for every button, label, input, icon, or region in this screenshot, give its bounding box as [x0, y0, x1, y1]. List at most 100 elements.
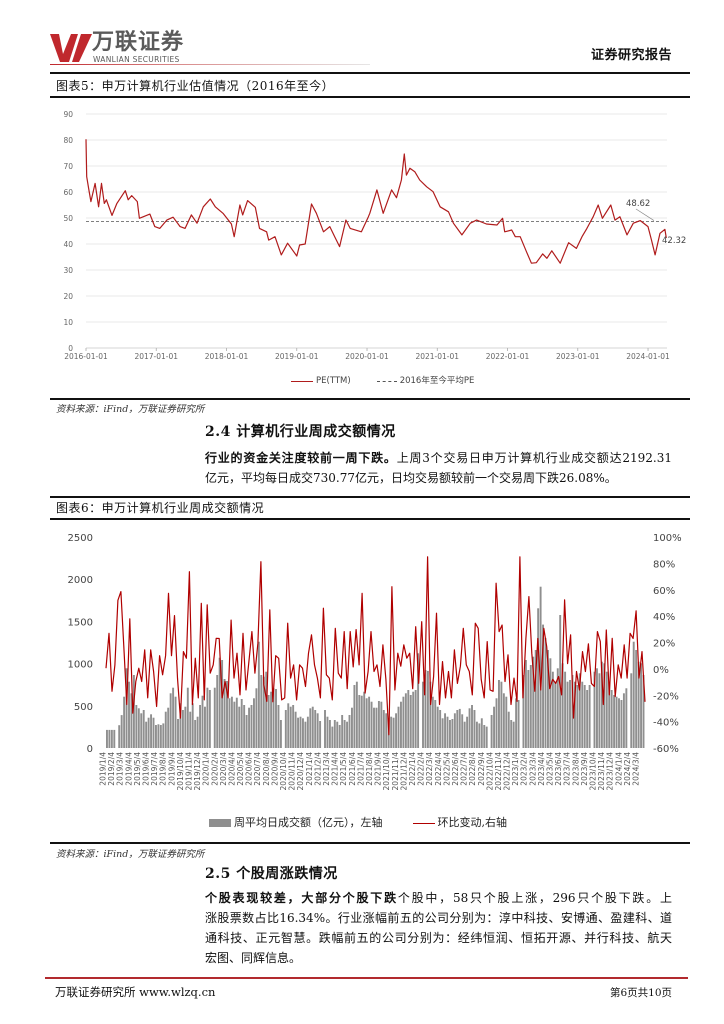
turnover-bar: [328, 720, 331, 748]
x-tick-label: 2020/8/4: [262, 752, 271, 786]
x-tick-label: 2019/7/4: [150, 752, 159, 786]
figure6-source: 资料来源：iFind，万联证券研究所: [56, 849, 205, 860]
turnover-bar: [480, 718, 483, 748]
figure6-title-rule: [50, 518, 690, 520]
y-tick-label: 30: [63, 266, 73, 275]
turnover-bar: [475, 721, 478, 748]
turnover-bar: [147, 717, 150, 748]
paragraph-line: 行业的资金关注度较前一周下跌。上周3个交易日申万计算机行业成交额达2192.31: [205, 448, 672, 468]
x-tick-label: 2018-01-01: [205, 352, 249, 361]
turnover-bar: [343, 720, 346, 748]
paragraph-line: 个股表现较差，大部分个股下跌个股中，58只个股上涨，296只个股下跌。上: [205, 888, 672, 908]
x-tick-label: 2019/9/4: [167, 752, 176, 786]
turnover-bar: [260, 675, 263, 748]
legend-pe-label: PE(TTM): [316, 376, 351, 386]
turnover-bar: [522, 675, 525, 748]
turnover-bar: [289, 706, 292, 748]
x-tick-label: 2016-01-01: [64, 352, 108, 361]
turnover-bar: [140, 713, 143, 748]
turnover-bar: [544, 637, 547, 748]
x-tick-label: 2023/7/4: [563, 752, 572, 786]
x-tick-label: 2023/4/4: [537, 752, 546, 786]
figure6-title: 图表6：申万计算机行业周成交额情况: [56, 501, 265, 515]
turnover-bar: [512, 721, 515, 748]
x-tick-label: 2022/11/4: [494, 752, 503, 791]
right-y-tick-label: -20%: [653, 691, 679, 702]
left-y-tick-label: 2500: [68, 533, 93, 544]
turnover-bar: [490, 715, 493, 748]
x-tick-label: 2019/8/4: [159, 752, 168, 786]
x-tick-label: 2019/11/4: [184, 752, 193, 791]
turnover-bar: [331, 726, 334, 748]
logo-text-cn: 万联证券: [92, 30, 185, 55]
turnover-bar: [228, 698, 231, 748]
turnover-bar: [106, 729, 108, 748]
turnover-bar: [431, 696, 434, 748]
turnover-bar: [174, 696, 177, 748]
turnover-bar: [581, 681, 584, 748]
y-tick-label: 10: [63, 318, 73, 327]
paragraph-line: 亿元，平均每日成交730.77亿元，日均交易额较前一个交易周下跌26.08%。: [205, 471, 617, 485]
figure5-top-rule: [50, 72, 690, 74]
turnover-bar: [304, 721, 307, 748]
turnover-bar: [196, 716, 199, 748]
turnover-bar: [515, 698, 518, 748]
x-tick-label: 2023/11/4: [597, 752, 606, 791]
turnover-bar: [221, 660, 224, 748]
turnover-bar: [118, 725, 121, 748]
turnover-bar: [284, 710, 287, 748]
figure5-legend: PE(TTM) 2016年至今平均PE: [291, 376, 474, 386]
turnover-bar: [630, 673, 633, 748]
x-tick-label: 2020/11/4: [288, 752, 297, 791]
figure6-top-rule: [50, 496, 690, 498]
x-tick-label: 2020/5/4: [236, 752, 245, 786]
turnover-bar: [461, 714, 464, 748]
turnover-bar: [206, 687, 209, 748]
turnover-bar: [292, 705, 295, 748]
turnover-bar: [324, 710, 326, 748]
annotation-leader-line: [635, 208, 655, 221]
right-y-tick-label: -60%: [653, 744, 679, 755]
turnover-bar: [583, 685, 586, 748]
turnover-bar: [341, 715, 344, 748]
turnover-bar: [625, 688, 628, 748]
turnover-bar: [534, 650, 537, 748]
turnover-bar: [157, 724, 160, 748]
x-tick-label: 2019-01-01: [275, 352, 319, 361]
turnover-bar: [248, 707, 251, 748]
turnover-bar: [566, 681, 569, 748]
x-tick-label: 2022/9/4: [477, 752, 486, 786]
turnover-bar: [125, 668, 128, 748]
turnover-bar: [218, 657, 221, 748]
section-2-4-heading: 2.4 计算机行业周成交额情况: [205, 424, 396, 440]
turnover-bar: [130, 693, 133, 748]
x-tick-label: 2022/6/4: [451, 752, 460, 786]
turnover-bar: [167, 707, 170, 748]
turnover-bar: [412, 691, 415, 748]
legend-turnover-label: 周平均日成交额（亿元），左轴: [234, 816, 383, 829]
footer-org-website: 万联证券研究所 www.wlzq.cn: [55, 985, 216, 999]
turnover-bar: [446, 716, 449, 748]
x-tick-label: 2020/7/4: [253, 752, 262, 786]
turnover-bar: [316, 713, 319, 748]
turnover-bar: [483, 725, 486, 748]
turnover-bar: [169, 693, 172, 748]
turnover-bar: [593, 671, 596, 748]
turnover-bar: [380, 701, 383, 748]
figure6-legend: 周平均日成交额（亿元），左轴 环比变动,右轴: [209, 816, 507, 830]
turnover-bar: [375, 707, 378, 748]
turnover-bar: [240, 699, 243, 748]
turnover-bar: [365, 698, 368, 748]
turnover-bar: [414, 690, 417, 748]
x-tick-label: 2023/3/4: [528, 752, 537, 786]
turnover-bar: [537, 608, 540, 748]
legend-change-label: 环比变动,右轴: [437, 816, 508, 829]
x-tick-label: 2022/1/4: [408, 752, 417, 786]
average-pe-annotation: 48.62: [626, 199, 650, 209]
x-tick-label: 2020/4/4: [227, 752, 236, 786]
x-tick-label: 2022/7/4: [460, 752, 469, 786]
turnover-bar: [346, 721, 349, 748]
turnover-bar: [333, 720, 336, 748]
footer-rule: [45, 977, 688, 979]
turnover-bar: [485, 726, 488, 748]
